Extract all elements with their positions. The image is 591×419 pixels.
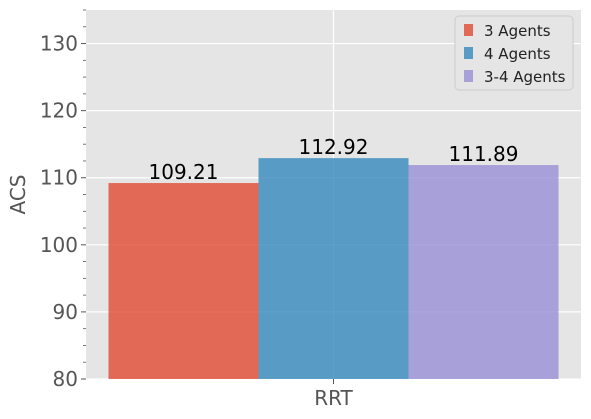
- x-axis: RRT: [314, 379, 354, 410]
- y-tick-label: 120: [40, 99, 78, 123]
- data-label: 109.21: [149, 160, 219, 184]
- bar: [108, 183, 259, 379]
- legend: 3 Agents 4 Agents 3-4 Agents: [454, 15, 574, 91]
- legend-swatch: [464, 70, 473, 82]
- legend-label: 3 Agents: [484, 22, 551, 40]
- y-tick-label: 130: [40, 32, 78, 56]
- y-tick-label: 110: [40, 166, 78, 190]
- legend-label: 4 Agents: [484, 45, 551, 63]
- legend-box: [454, 15, 574, 91]
- y-tick-label: 80: [53, 367, 78, 391]
- legend-label: 3-4 Agents: [484, 68, 566, 86]
- bar: [408, 165, 559, 379]
- data-label: 112.92: [299, 135, 369, 159]
- legend-swatch: [464, 47, 473, 59]
- y-axis-label: ACS: [6, 175, 30, 215]
- y-axis: 80 90 100 110 120 130: [40, 9, 86, 391]
- legend-swatch: [464, 24, 473, 36]
- x-tick-label: RRT: [314, 386, 353, 410]
- data-label: 111.89: [449, 142, 519, 166]
- bar: [258, 158, 409, 379]
- y-tick-label: 90: [53, 300, 78, 324]
- y-tick-label: 100: [40, 233, 78, 257]
- bars: 109.21 112.92 111.89: [108, 135, 559, 379]
